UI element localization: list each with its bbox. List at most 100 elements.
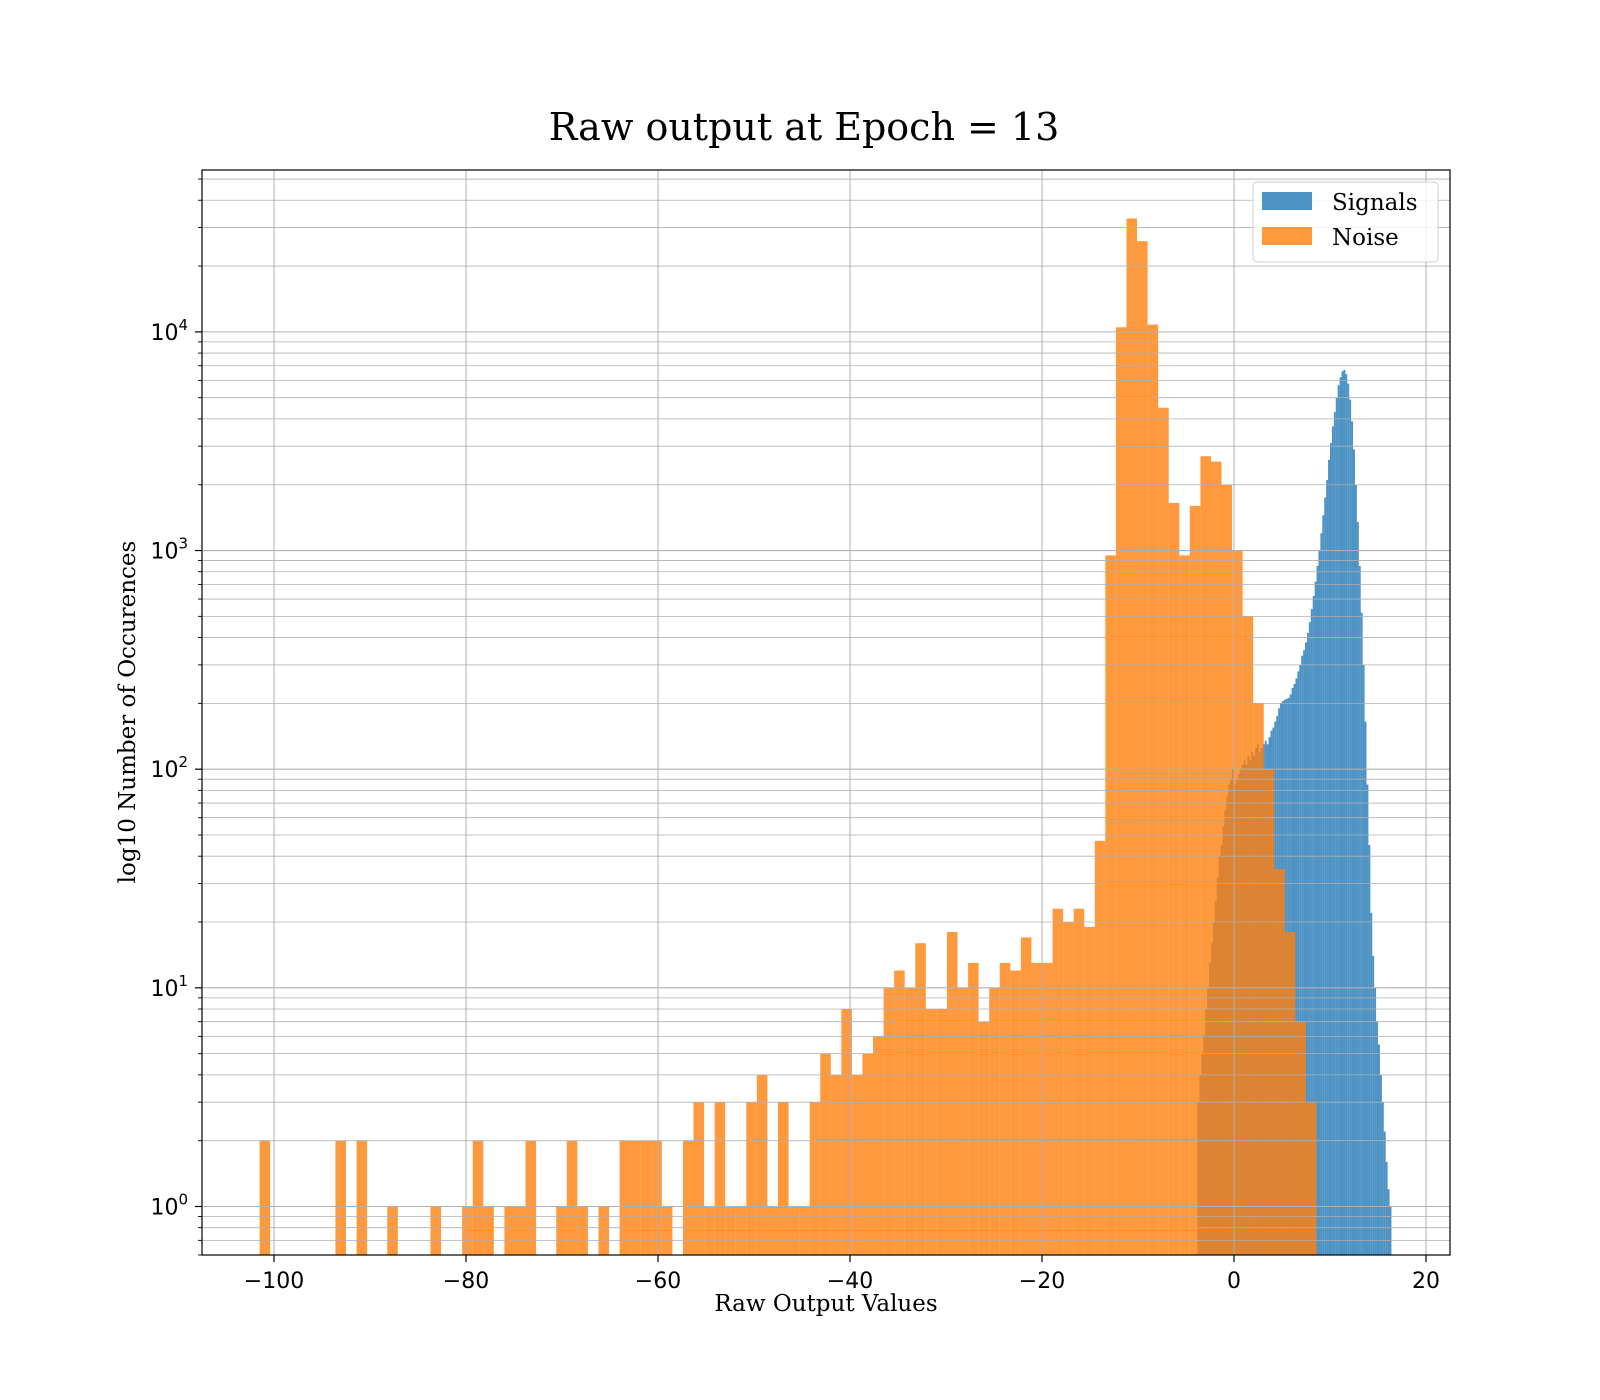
signals-bar (1370, 912, 1373, 1255)
noise-bar (1263, 769, 1275, 1255)
signals-bar (1337, 385, 1340, 1255)
x-tick-label: 20 (1412, 1269, 1440, 1294)
noise-bar (1158, 407, 1169, 1256)
signals-bar (1310, 609, 1313, 1255)
signals-bar (1379, 1074, 1382, 1255)
noise-bar (1115, 327, 1127, 1255)
noise-bar (925, 1009, 937, 1255)
signals-bar (1354, 484, 1357, 1256)
noise-bar (483, 1206, 494, 1255)
y-tick-label: 101 (150, 972, 188, 1002)
signals-bar (1301, 655, 1304, 1255)
noise-bar (957, 987, 969, 1255)
noise-bar (862, 1053, 874, 1255)
noise-bar (556, 1206, 567, 1255)
signals-bar (1335, 397, 1338, 1255)
noise-bar (630, 1140, 641, 1255)
signals-bar (1374, 987, 1377, 1255)
noise-bar (1010, 970, 1021, 1255)
noise-bar (566, 1140, 578, 1255)
signals-bar (1322, 515, 1325, 1255)
signals-bar (1358, 565, 1361, 1255)
signals-bar (1356, 522, 1359, 1255)
x-tick-label: −100 (244, 1269, 304, 1294)
signals-bar (1324, 497, 1327, 1255)
signals-bar (1318, 550, 1321, 1255)
noise-bar (1242, 616, 1254, 1255)
legend-swatch-noise (1262, 227, 1312, 245)
signals-bar (1362, 664, 1365, 1255)
noise-bar (640, 1140, 652, 1255)
signals-bar (1372, 955, 1375, 1255)
noise-bar (693, 1102, 705, 1255)
noise-bar (788, 1206, 800, 1255)
noise-bar (1284, 932, 1296, 1255)
noise-bar (1042, 962, 1053, 1255)
signals-bar (1295, 678, 1298, 1255)
y-tick-label: 100 (150, 1190, 188, 1220)
signals-bar (1331, 426, 1334, 1255)
noise-bar (1232, 550, 1243, 1255)
noise-bar (462, 1206, 473, 1255)
noise-bar (894, 970, 905, 1255)
noise-bar (1063, 922, 1074, 1255)
signals-bar (1383, 1131, 1386, 1255)
y-tick-label: 102 (150, 753, 188, 783)
noise-bar (577, 1206, 588, 1255)
signals-bar (1297, 671, 1300, 1255)
noise-bar (1126, 218, 1138, 1255)
x-tick-label: 0 (1227, 1269, 1241, 1294)
y-axis-label: log10 Number of Occurences (115, 541, 141, 884)
noise-bar (430, 1206, 442, 1255)
noise-bar (1105, 555, 1116, 1255)
signals-bar (1385, 1161, 1388, 1255)
noise-bar (735, 1206, 747, 1255)
signals-bar (1378, 1044, 1380, 1255)
noise-bar (1306, 1102, 1317, 1255)
noise-bar (820, 1053, 831, 1255)
noise-bar (968, 962, 979, 1255)
y-tick-label: 103 (150, 535, 188, 565)
signals-bar (1347, 383, 1350, 1255)
noise-bar (778, 1102, 789, 1255)
noise-bar (651, 1140, 662, 1255)
noise-bar (1073, 908, 1085, 1255)
noise-bar (259, 1140, 271, 1255)
signals-bar (1316, 565, 1319, 1255)
signals-bar (1326, 480, 1329, 1256)
legend-swatch-signals (1262, 192, 1312, 210)
noise-bar (756, 1074, 768, 1255)
noise-bar (809, 1102, 821, 1255)
noise-bar (598, 1206, 610, 1255)
signals-bar (1351, 421, 1354, 1255)
noise-bar (1094, 840, 1106, 1255)
noise-bar (746, 1102, 757, 1255)
grid-lines (202, 170, 1450, 1256)
noise-bar (1147, 324, 1159, 1255)
noise-bar (883, 987, 895, 1255)
signals-bar (1339, 377, 1342, 1255)
x-tick-label: −20 (1019, 1269, 1065, 1294)
noise-bar (504, 1206, 515, 1255)
y-axis-ticks: 100 101 102 103 104 (150, 178, 202, 1256)
noise-bar (999, 962, 1011, 1255)
noise-bar (1084, 926, 1095, 1255)
plot-frame (201, 169, 1451, 1256)
signals-bar (1389, 1206, 1392, 1255)
signals-bar (1299, 664, 1302, 1255)
noise-bar (1200, 456, 1211, 1256)
signals-bar (1368, 845, 1371, 1255)
noise-bar (851, 1074, 863, 1255)
signals-bar (1345, 374, 1348, 1255)
signals-bar (1341, 371, 1344, 1256)
noise-bar (725, 1206, 736, 1255)
noise-bar (1052, 908, 1064, 1255)
x-tick-label: −60 (635, 1269, 681, 1294)
signals-bar (1366, 784, 1369, 1255)
signals-bar (1303, 650, 1306, 1255)
signals-bar (1330, 443, 1332, 1256)
noise-bar (1189, 505, 1201, 1255)
signals-bar (1349, 399, 1352, 1255)
signals-bar (1387, 1189, 1390, 1255)
noise-bar (915, 943, 926, 1255)
